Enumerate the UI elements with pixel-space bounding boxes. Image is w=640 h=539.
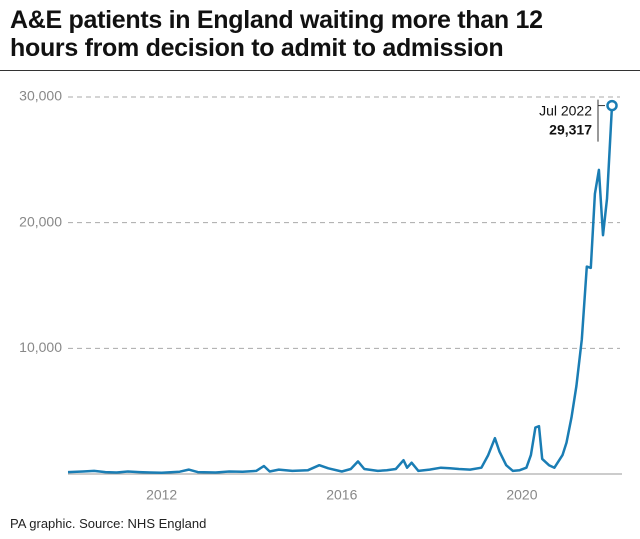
y-tick-label: 20,000: [19, 213, 62, 229]
x-tick-label: 2016: [326, 487, 357, 503]
line: [67, 105, 614, 474]
x-tick-label: 2020: [506, 487, 537, 503]
source: PA graphic. Source: NHS England: [10, 516, 207, 531]
y-tick-label: 30,000: [19, 88, 62, 104]
annotation-value: 29,317: [549, 121, 592, 137]
title-rule: [0, 70, 640, 71]
chart-title: A&E patients in England waiting more tha…: [10, 6, 543, 62]
x-tick-label: 2012: [146, 487, 177, 503]
annotation-date: Jul 2022: [539, 102, 592, 118]
end-point: [606, 99, 618, 112]
y-tick-label: 10,000: [19, 339, 62, 355]
